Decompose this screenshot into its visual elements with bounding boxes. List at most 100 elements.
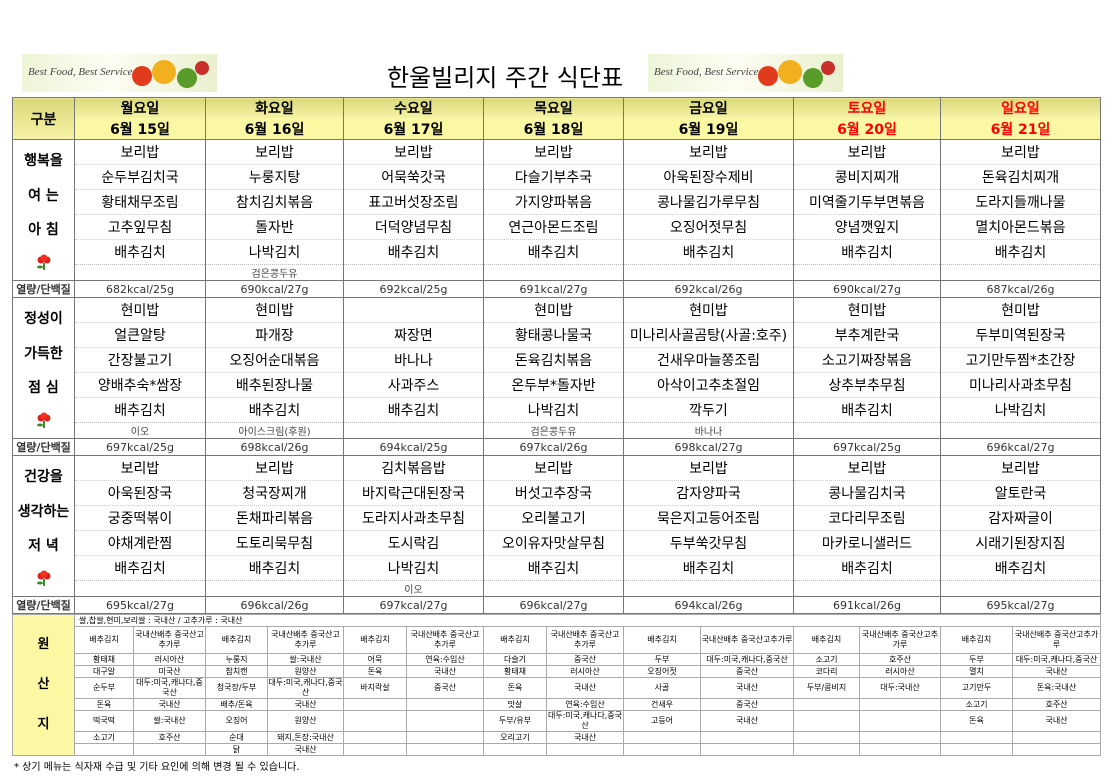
origin-item: 고기만두 bbox=[940, 677, 1013, 699]
origin-item: 떡국떡 bbox=[74, 710, 134, 732]
origin-item: 닭 bbox=[205, 743, 268, 756]
origin-item: 돈육 bbox=[940, 710, 1013, 732]
meal-label-line: 생각하는 bbox=[17, 503, 70, 520]
kcal-value: 695kcal/27g bbox=[940, 596, 1101, 614]
menu-item: 배추김치 bbox=[74, 555, 206, 581]
extra-item bbox=[74, 264, 206, 281]
menu-item: 배추김치 bbox=[623, 555, 794, 581]
origin-item: 돈육 bbox=[483, 677, 547, 699]
origin-item: 배추김치 bbox=[623, 626, 701, 654]
menu-item: 도라지사과초무침 bbox=[343, 505, 484, 531]
menu-item: 마카로니샐러드 bbox=[793, 530, 941, 556]
menu-item: 배추김치 bbox=[483, 555, 624, 581]
menu-item: 아삭이고추초절임 bbox=[623, 372, 794, 398]
origin-item: 청국장/두부 bbox=[205, 677, 268, 699]
menu-item: 버섯고추장국 bbox=[483, 480, 624, 506]
menu-item: 두부쑥갓무침 bbox=[623, 530, 794, 556]
extra-item: 바나나 bbox=[623, 422, 794, 439]
menu-item: 배추김치 bbox=[343, 239, 484, 265]
menu-item: 배추김치 bbox=[793, 555, 941, 581]
origin-item: 코다리 bbox=[793, 665, 860, 678]
kcal-value: 692kcal/26g bbox=[623, 280, 794, 298]
menu-row: 배추김치 배추김치 배추김치 나박김치 깍두기 배추김치 나박김치 bbox=[13, 397, 1101, 423]
origin-source: 중국산 bbox=[700, 665, 794, 678]
menu-item: 묵은지고등어조림 bbox=[623, 505, 794, 531]
menu-row: 건강을 생각하는 저 녁 보리밥 보리밥 김치볶음밥 보리밥 보리밥 보리밥 보리밥 bbox=[12, 455, 1101, 597]
origin-item: 소고기 bbox=[74, 731, 134, 744]
extra-row: 이오 bbox=[13, 580, 1101, 597]
origin-source bbox=[859, 731, 941, 744]
origin-item: 순두부 bbox=[74, 677, 134, 699]
menu-item: 보리밥 bbox=[793, 455, 941, 481]
origin-item: 황태채 bbox=[483, 665, 547, 678]
extra-item: 이오 bbox=[343, 580, 484, 597]
day-row: 구분 월요일 화요일 수요일 목요일 금요일 토요일 일요일 bbox=[12, 97, 1101, 140]
menu-item: 오징어순대볶음 bbox=[205, 347, 344, 373]
kcal-row: 열량/단백질 697kcal/25g 698kcal/26g 694kcal/25g 6… bbox=[12, 438, 1101, 456]
kcal-value: 694kcal/25g bbox=[343, 438, 484, 456]
origin-source: 호주산 bbox=[1011, 698, 1102, 711]
origin-item: 건새우 bbox=[623, 698, 701, 711]
menu-item: 보리밥 bbox=[940, 455, 1101, 481]
extra-item bbox=[940, 422, 1101, 439]
menu-row: 황태채무조림 참치김치볶음 표고버섯장조림 가지양파볶음 콩나물김가루무침 미역줄기두부면… bbox=[13, 189, 1101, 215]
origin-source: 호주산 bbox=[133, 731, 206, 744]
origin-source: 국내산배추 중국산고추가루 bbox=[406, 626, 484, 654]
menu-item: 보리밥 bbox=[74, 139, 206, 165]
menu-item: 도라지들깨나물 bbox=[940, 189, 1101, 215]
menu-item: 아욱된장국 bbox=[74, 480, 206, 506]
menu-row: 양배추숙*쌈장 배추된장나물 사과주스 온두부*돌자반 아삭이고추초절임 상추부추무침 미나… bbox=[13, 372, 1101, 398]
kcal-value: 690kcal/27g bbox=[793, 280, 941, 298]
kcal-value: 682kcal/25g bbox=[74, 280, 206, 298]
menu-item: 감자양파국 bbox=[623, 480, 794, 506]
origin-source: 원양산 bbox=[267, 665, 344, 678]
origin-source: 국내산 bbox=[546, 731, 624, 744]
menu-item: 나박김치 bbox=[205, 239, 344, 265]
origin-source: 국내산배추 중국산고추가루 bbox=[267, 626, 344, 654]
origin-source: 러시아산 bbox=[859, 665, 941, 678]
kcal-value: 697kcal/25g bbox=[74, 438, 206, 456]
veg-icon bbox=[758, 60, 835, 88]
origin-item: 오리고기 bbox=[483, 731, 547, 744]
origin-item: 사골 bbox=[623, 677, 701, 699]
menu-item: 짜장면 bbox=[343, 322, 484, 348]
origin-item: 어묵 bbox=[343, 653, 407, 666]
menu-item: 현미밥 bbox=[940, 297, 1101, 323]
banner-text: Best Food, Best Service bbox=[28, 66, 133, 78]
menu-item: 보리밥 bbox=[940, 139, 1101, 165]
menu-item: 황태콩나물국 bbox=[483, 322, 624, 348]
flower-icon bbox=[36, 570, 50, 586]
origin-source: 연육:수입산 bbox=[406, 653, 484, 666]
origin-source: 러시아산 bbox=[133, 653, 206, 666]
origin-item bbox=[623, 731, 701, 744]
kcal-value: 690kcal/27g bbox=[205, 280, 344, 298]
extra-item bbox=[940, 580, 1101, 597]
menu-item: 얼큰알탕 bbox=[74, 322, 206, 348]
menu-table: 구분 월요일 화요일 수요일 목요일 금요일 토요일 일요일 6월 15일 6월 16일 6월 17… bbox=[12, 97, 1101, 614]
origin-source bbox=[859, 743, 941, 756]
day-date: 6월 18일 bbox=[483, 118, 624, 140]
origin-item: 멸치 bbox=[940, 665, 1013, 678]
extra-item bbox=[483, 264, 624, 281]
origin-item: 배추김치 bbox=[940, 626, 1013, 654]
menu-item: 두부미역된장국 bbox=[940, 322, 1101, 348]
kcal-value: 697kcal/25g bbox=[793, 438, 941, 456]
day-date: 6월 16일 bbox=[205, 118, 344, 140]
origin-item: 참치캔 bbox=[205, 665, 268, 678]
kcal-label: 열량/단백질 bbox=[12, 596, 75, 614]
menu-item: 배추김치 bbox=[793, 397, 941, 423]
origin-item: 두부/콩비지 bbox=[793, 677, 860, 699]
origin-label-char: 원 bbox=[37, 637, 50, 652]
day-name: 일요일 bbox=[940, 97, 1101, 118]
menu-item: 감자짜글이 bbox=[940, 505, 1101, 531]
menu-item: 나박김치 bbox=[940, 397, 1101, 423]
menu-item: 보리밥 bbox=[343, 139, 484, 165]
menu-row: 간장불고기 오징어순대볶음 바나나 돈육김치볶음 건새우마늘쫑조림 소고기짜장볶음 고기만두… bbox=[13, 347, 1101, 373]
kcal-row: 열량/단백질 695kcal/27g 696kcal/26g 697kcal/27g 6… bbox=[12, 596, 1101, 614]
menu-item: 현미밥 bbox=[793, 297, 941, 323]
origin-source bbox=[700, 731, 794, 744]
origin-item bbox=[940, 743, 1013, 756]
origin-source: 국내산배추 중국산고추가루 bbox=[700, 626, 794, 654]
kcal-value: 696kcal/27g bbox=[940, 438, 1101, 456]
menu-item: 온두부*돌자반 bbox=[483, 372, 624, 398]
